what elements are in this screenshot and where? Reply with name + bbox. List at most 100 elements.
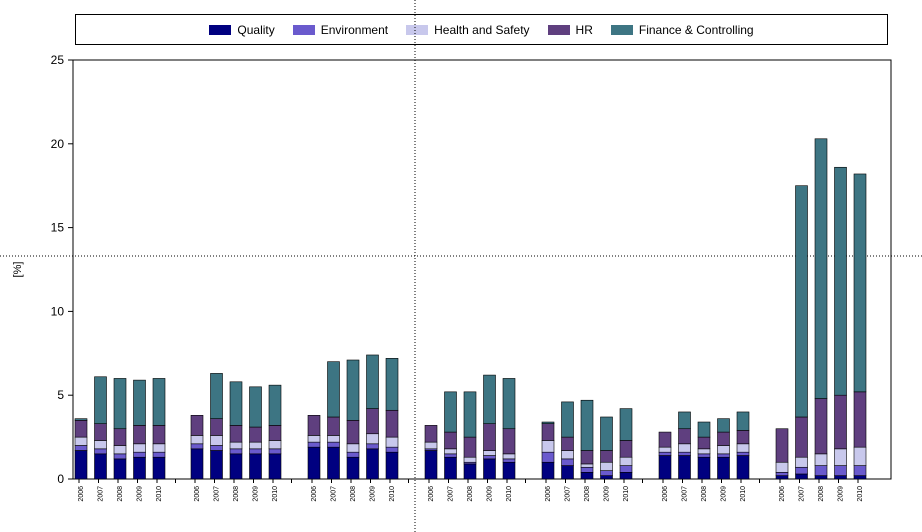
bar-segment [541, 423, 555, 441]
bar-segment [717, 445, 730, 455]
bar-segment [346, 456, 360, 480]
bar-segment [307, 415, 321, 436]
x-tick-label: 2008 [701, 486, 708, 502]
bar-segment [229, 441, 243, 450]
legend-label: Quality [237, 22, 275, 37]
x-tick-label: 2010 [272, 486, 279, 502]
bar-segment [327, 361, 340, 418]
bar-segment [366, 408, 379, 435]
bar-segment [580, 471, 594, 480]
bar-segment [366, 448, 379, 480]
bar-segment [133, 443, 146, 453]
bar-segment [619, 471, 633, 480]
y-tick-label: 5 [57, 388, 64, 402]
bar-segment [795, 185, 808, 418]
bar-segment [463, 456, 477, 463]
bar-segment [249, 448, 262, 455]
bar-segment [561, 465, 574, 480]
x-tick-label: 2009 [253, 486, 260, 502]
bar-segment [795, 456, 808, 468]
legend-swatch [406, 24, 429, 35]
bar-segment [94, 448, 107, 455]
x-tick-label: 2009 [137, 486, 144, 502]
bar-segment [541, 440, 555, 453]
bar-segment [717, 431, 730, 446]
bar-segment [346, 443, 360, 453]
bar-segment [736, 411, 750, 431]
bar-segment [775, 475, 789, 480]
bar-segment [678, 443, 691, 453]
bar-segment [483, 423, 496, 451]
x-tick-label: 2008 [350, 486, 357, 502]
bar-segment [346, 359, 360, 421]
bar-segment [385, 409, 399, 438]
bar-segment [834, 475, 847, 480]
bar-segment [600, 470, 613, 476]
legend-label: HR [575, 22, 593, 37]
bar-segment [74, 450, 88, 480]
legend-swatch [292, 24, 315, 35]
legend-label: Environment [320, 22, 389, 37]
bar-segment [133, 451, 146, 458]
bar-segment [444, 448, 457, 455]
bar-segment [717, 456, 730, 480]
bar-segment [133, 425, 146, 445]
bar-segment [424, 450, 438, 480]
legend-label: Health and Safety [434, 22, 530, 37]
bar-segment [483, 455, 496, 460]
x-tick-label: 2010 [389, 486, 396, 502]
bar-segment [74, 420, 88, 438]
bar-segment [229, 448, 243, 455]
bar-segment [268, 425, 282, 441]
bar-segment [853, 446, 867, 466]
bar-segment [385, 358, 399, 411]
bar-segment [249, 426, 262, 443]
bar-segment [366, 433, 379, 445]
x-tick-label: 2007 [565, 486, 572, 502]
bar-segment [152, 425, 166, 445]
bar-segment [600, 461, 613, 471]
bar-segment [502, 458, 516, 463]
bar-segment [346, 451, 360, 458]
bar-segment [229, 453, 243, 480]
bar-segment [502, 428, 516, 455]
bar-segment [94, 453, 107, 480]
bar-segment [133, 456, 146, 480]
bar-segment [210, 373, 223, 419]
bar-segment [814, 453, 828, 466]
x-tick-label: 2007 [98, 486, 105, 502]
bar-segment [113, 458, 127, 480]
bar-segment [853, 475, 867, 480]
x-tick-label: 2006 [78, 486, 85, 502]
x-tick-label: 2006 [662, 486, 669, 502]
legend-item: Environment [292, 22, 389, 37]
x-tick-label: 2010 [740, 486, 747, 502]
bar-segment [678, 411, 691, 430]
x-tick-label: 2007 [799, 486, 806, 502]
legend-item: HR [547, 22, 593, 37]
bar-segment [795, 466, 808, 475]
bar-segment [775, 471, 789, 476]
bar-segment [190, 443, 204, 450]
legend: Quality Environment Health and Safety HR Fin… [75, 14, 888, 45]
bar-segment [190, 435, 204, 445]
bar-segment [249, 453, 262, 480]
bar-segment [74, 418, 88, 421]
x-tick-label: 2010 [506, 486, 513, 502]
bar-segment [327, 441, 340, 448]
bar-segment [834, 448, 847, 466]
bar-segment [133, 379, 146, 426]
x-tick-label: 2008 [467, 486, 474, 502]
bar-segment [113, 445, 127, 455]
bar-segment [94, 423, 107, 441]
bar-segment [385, 451, 399, 480]
x-tick-label: 2007 [448, 486, 455, 502]
bar-segment [385, 446, 399, 453]
bar-segment [502, 453, 516, 460]
x-tick-label: 2009 [838, 486, 845, 502]
bar-segment [853, 391, 867, 448]
bar-segment [444, 453, 457, 458]
bar-segment [561, 458, 574, 466]
